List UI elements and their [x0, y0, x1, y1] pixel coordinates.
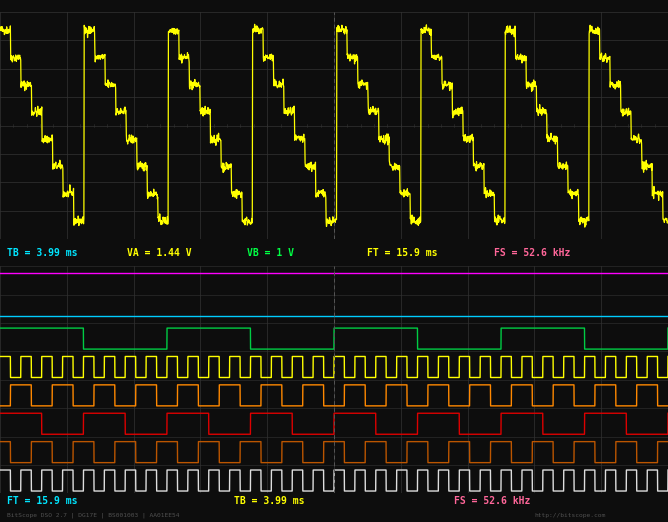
Text: BitScope DSO 2.7 | DG17E | BS001003 | AA01EE54: BitScope DSO 2.7 | DG17E | BS001003 | AA…: [7, 512, 179, 518]
Text: FT = 15.9 ms: FT = 15.9 ms: [7, 496, 77, 506]
Text: VB = 1 V: VB = 1 V: [247, 247, 294, 258]
Text: FS = 52.6 kHz: FS = 52.6 kHz: [494, 247, 570, 258]
Text: FS = 52.6 kHz: FS = 52.6 kHz: [454, 496, 530, 506]
Text: FT = 15.9 ms: FT = 15.9 ms: [367, 247, 438, 258]
Text: TB = 3.99 ms: TB = 3.99 ms: [234, 496, 305, 506]
Text: TB = 3.99 ms: TB = 3.99 ms: [7, 247, 77, 258]
Text: http://bitscope.com: http://bitscope.com: [534, 513, 606, 518]
Text: VA = 1.44 V: VA = 1.44 V: [127, 247, 192, 258]
